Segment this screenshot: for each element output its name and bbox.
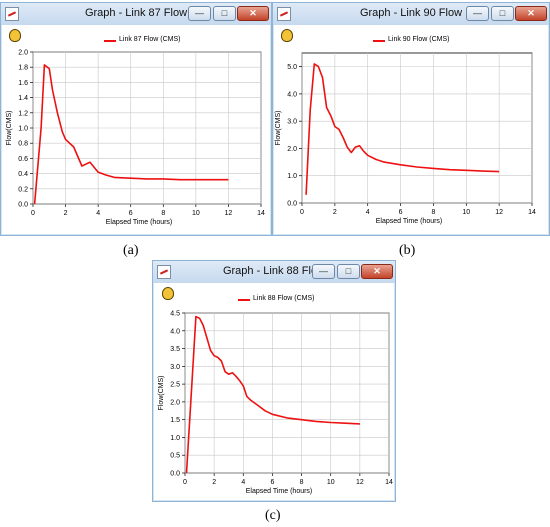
y-tick-label: 0.0 bbox=[170, 471, 180, 478]
legend-swatch bbox=[373, 40, 385, 42]
y-tick-label: 0.5 bbox=[170, 453, 180, 460]
x-tick-label: 0 bbox=[183, 479, 187, 486]
y-tick-label: 4.0 bbox=[170, 328, 180, 335]
minimize-button[interactable]: — bbox=[466, 6, 489, 21]
x-tick-label: 4 bbox=[241, 479, 245, 486]
close-button[interactable]: ✕ bbox=[515, 6, 547, 21]
x-tick-label: 6 bbox=[399, 209, 403, 216]
maximize-button[interactable]: □ bbox=[213, 6, 236, 21]
y-tick-label: 2.0 bbox=[287, 146, 297, 153]
y-tick-label: 1.4 bbox=[18, 95, 28, 102]
y-axis-label: Flow(CMS) bbox=[158, 376, 165, 411]
graph-app-icon bbox=[5, 7, 19, 21]
x-tick-label: 2 bbox=[333, 209, 337, 216]
y-tick-label: 0.0 bbox=[18, 202, 28, 209]
title-bar[interactable]: Graph - Link 90 Flow — □ ✕ bbox=[273, 3, 549, 25]
x-tick-label: 14 bbox=[385, 479, 393, 486]
x-tick-label: 12 bbox=[495, 209, 503, 216]
legend-swatch bbox=[238, 299, 250, 301]
y-tick-label: 3.0 bbox=[287, 119, 297, 126]
y-tick-label: 2.0 bbox=[18, 50, 28, 57]
title-bar[interactable]: Graph - Link 87 Flow — □ ✕ bbox=[1, 3, 271, 25]
x-tick-label: 8 bbox=[300, 479, 304, 486]
plot-frame bbox=[184, 312, 390, 474]
x-tick-label: 4 bbox=[96, 210, 100, 217]
x-tick-label: 10 bbox=[462, 209, 470, 216]
y-tick-label: 0.6 bbox=[18, 156, 28, 163]
window-title: Graph - Link 87 Flow bbox=[84, 7, 188, 19]
y-tick-label: 1.6 bbox=[18, 80, 28, 87]
y-tick-label: 1.0 bbox=[170, 435, 180, 442]
y-tick-label: 2.0 bbox=[170, 399, 180, 406]
graph-window-link-87: Graph - Link 87 Flow — □ ✕ Link 87 Flow … bbox=[0, 2, 272, 236]
x-tick-label: 2 bbox=[212, 479, 216, 486]
graph-window-link-88: Graph - Link 88 Flow — □ ✕ Link 88 Flow … bbox=[152, 260, 396, 502]
window-title: Graph - Link 90 Flow bbox=[359, 7, 463, 19]
title-bar[interactable]: Graph - Link 88 Flow — □ ✕ bbox=[153, 261, 395, 283]
x-tick-label: 14 bbox=[257, 210, 265, 217]
x-tick-label: 6 bbox=[129, 210, 133, 217]
x-tick-label: 12 bbox=[225, 210, 233, 217]
x-tick-label: 8 bbox=[161, 210, 165, 217]
series-line bbox=[305, 63, 500, 195]
caption-b: (b) bbox=[399, 243, 416, 258]
series-line bbox=[33, 64, 229, 205]
sync-icon[interactable] bbox=[9, 29, 21, 42]
y-tick-label: 0.8 bbox=[18, 141, 28, 148]
y-tick-label: 4.5 bbox=[170, 311, 180, 318]
maximize-button[interactable]: □ bbox=[337, 264, 360, 279]
line-chart-link-88: 0 2 4 6 8 10 12 14 0.0 0.5 1.0 1.5 2.0 2.5 3.0 3.5 4.0 4.… bbox=[158, 311, 393, 496]
sync-icon[interactable] bbox=[281, 29, 293, 42]
y-tick-label: 1.2 bbox=[18, 110, 28, 117]
y-tick-label: 5.0 bbox=[287, 64, 297, 71]
x-tick-label: 6 bbox=[270, 479, 274, 486]
y-tick-label: 2.5 bbox=[170, 382, 180, 389]
plot-frame bbox=[301, 52, 533, 204]
x-tick-label: 2 bbox=[64, 210, 68, 217]
close-button[interactable]: ✕ bbox=[361, 264, 393, 279]
x-tick-label: 14 bbox=[528, 209, 536, 216]
x-tick-label: 0 bbox=[31, 210, 35, 217]
x-tick-label: 10 bbox=[327, 479, 335, 486]
x-axis-label: Elapsed Time (hours) bbox=[376, 218, 443, 225]
series-line bbox=[185, 315, 360, 474]
close-button[interactable]: ✕ bbox=[237, 6, 269, 21]
sync-icon[interactable] bbox=[162, 287, 174, 300]
y-tick-label: 1.0 bbox=[287, 173, 297, 180]
y-tick-label: 0.2 bbox=[18, 186, 28, 193]
x-tick-label: 10 bbox=[192, 210, 200, 217]
x-tick-label: 4 bbox=[366, 209, 370, 216]
y-axis-label: Flow(CMS) bbox=[6, 111, 13, 146]
caption-a: (a) bbox=[123, 243, 139, 258]
x-axis-label: Elapsed Time (hours) bbox=[246, 488, 313, 495]
legend-swatch bbox=[104, 40, 116, 42]
x-tick-label: 8 bbox=[431, 209, 435, 216]
y-tick-label: 1.8 bbox=[18, 65, 28, 72]
y-tick-label: 3.0 bbox=[170, 364, 180, 371]
legend-label: Link 88 Flow (CMS) bbox=[253, 295, 315, 302]
line-chart-link-90: 0 2 4 6 8 10 12 14 0.0 1.0 2.0 3.0 4.0 5.0 Elapsed Tim… bbox=[275, 52, 536, 225]
window-title: Graph - Link 88 Flow bbox=[222, 265, 326, 277]
graph-app-icon bbox=[157, 265, 171, 279]
legend-label: Link 90 Flow (CMS) bbox=[388, 36, 450, 43]
x-axis-label: Elapsed Time (hours) bbox=[106, 219, 173, 226]
y-tick-label: 0.0 bbox=[287, 201, 297, 208]
graph-window-link-90: Graph - Link 90 Flow — □ ✕ Link 90 Flow … bbox=[272, 2, 550, 236]
x-tick-label: 12 bbox=[356, 479, 364, 486]
maximize-button[interactable]: □ bbox=[491, 6, 514, 21]
minimize-button[interactable]: — bbox=[188, 6, 211, 21]
line-chart-link-87: 0 2 4 6 8 10 12 14 0.0 0.2 0.4 0.6 0.8 1.0 1.2 1.4 1.6 1.… bbox=[6, 50, 265, 227]
y-tick-label: 3.5 bbox=[170, 346, 180, 353]
caption-c: (c) bbox=[265, 508, 281, 523]
minimize-button[interactable]: — bbox=[312, 264, 335, 279]
y-tick-label: 0.4 bbox=[18, 171, 28, 178]
y-tick-label: 1.5 bbox=[170, 417, 180, 424]
graph-app-icon bbox=[277, 7, 291, 21]
y-tick-label: 4.0 bbox=[287, 91, 297, 98]
legend-label: Link 87 Flow (CMS) bbox=[119, 36, 181, 43]
y-tick-label: 1.0 bbox=[18, 126, 28, 133]
x-tick-label: 0 bbox=[300, 209, 304, 216]
y-axis-label: Flow(CMS) bbox=[275, 111, 282, 146]
